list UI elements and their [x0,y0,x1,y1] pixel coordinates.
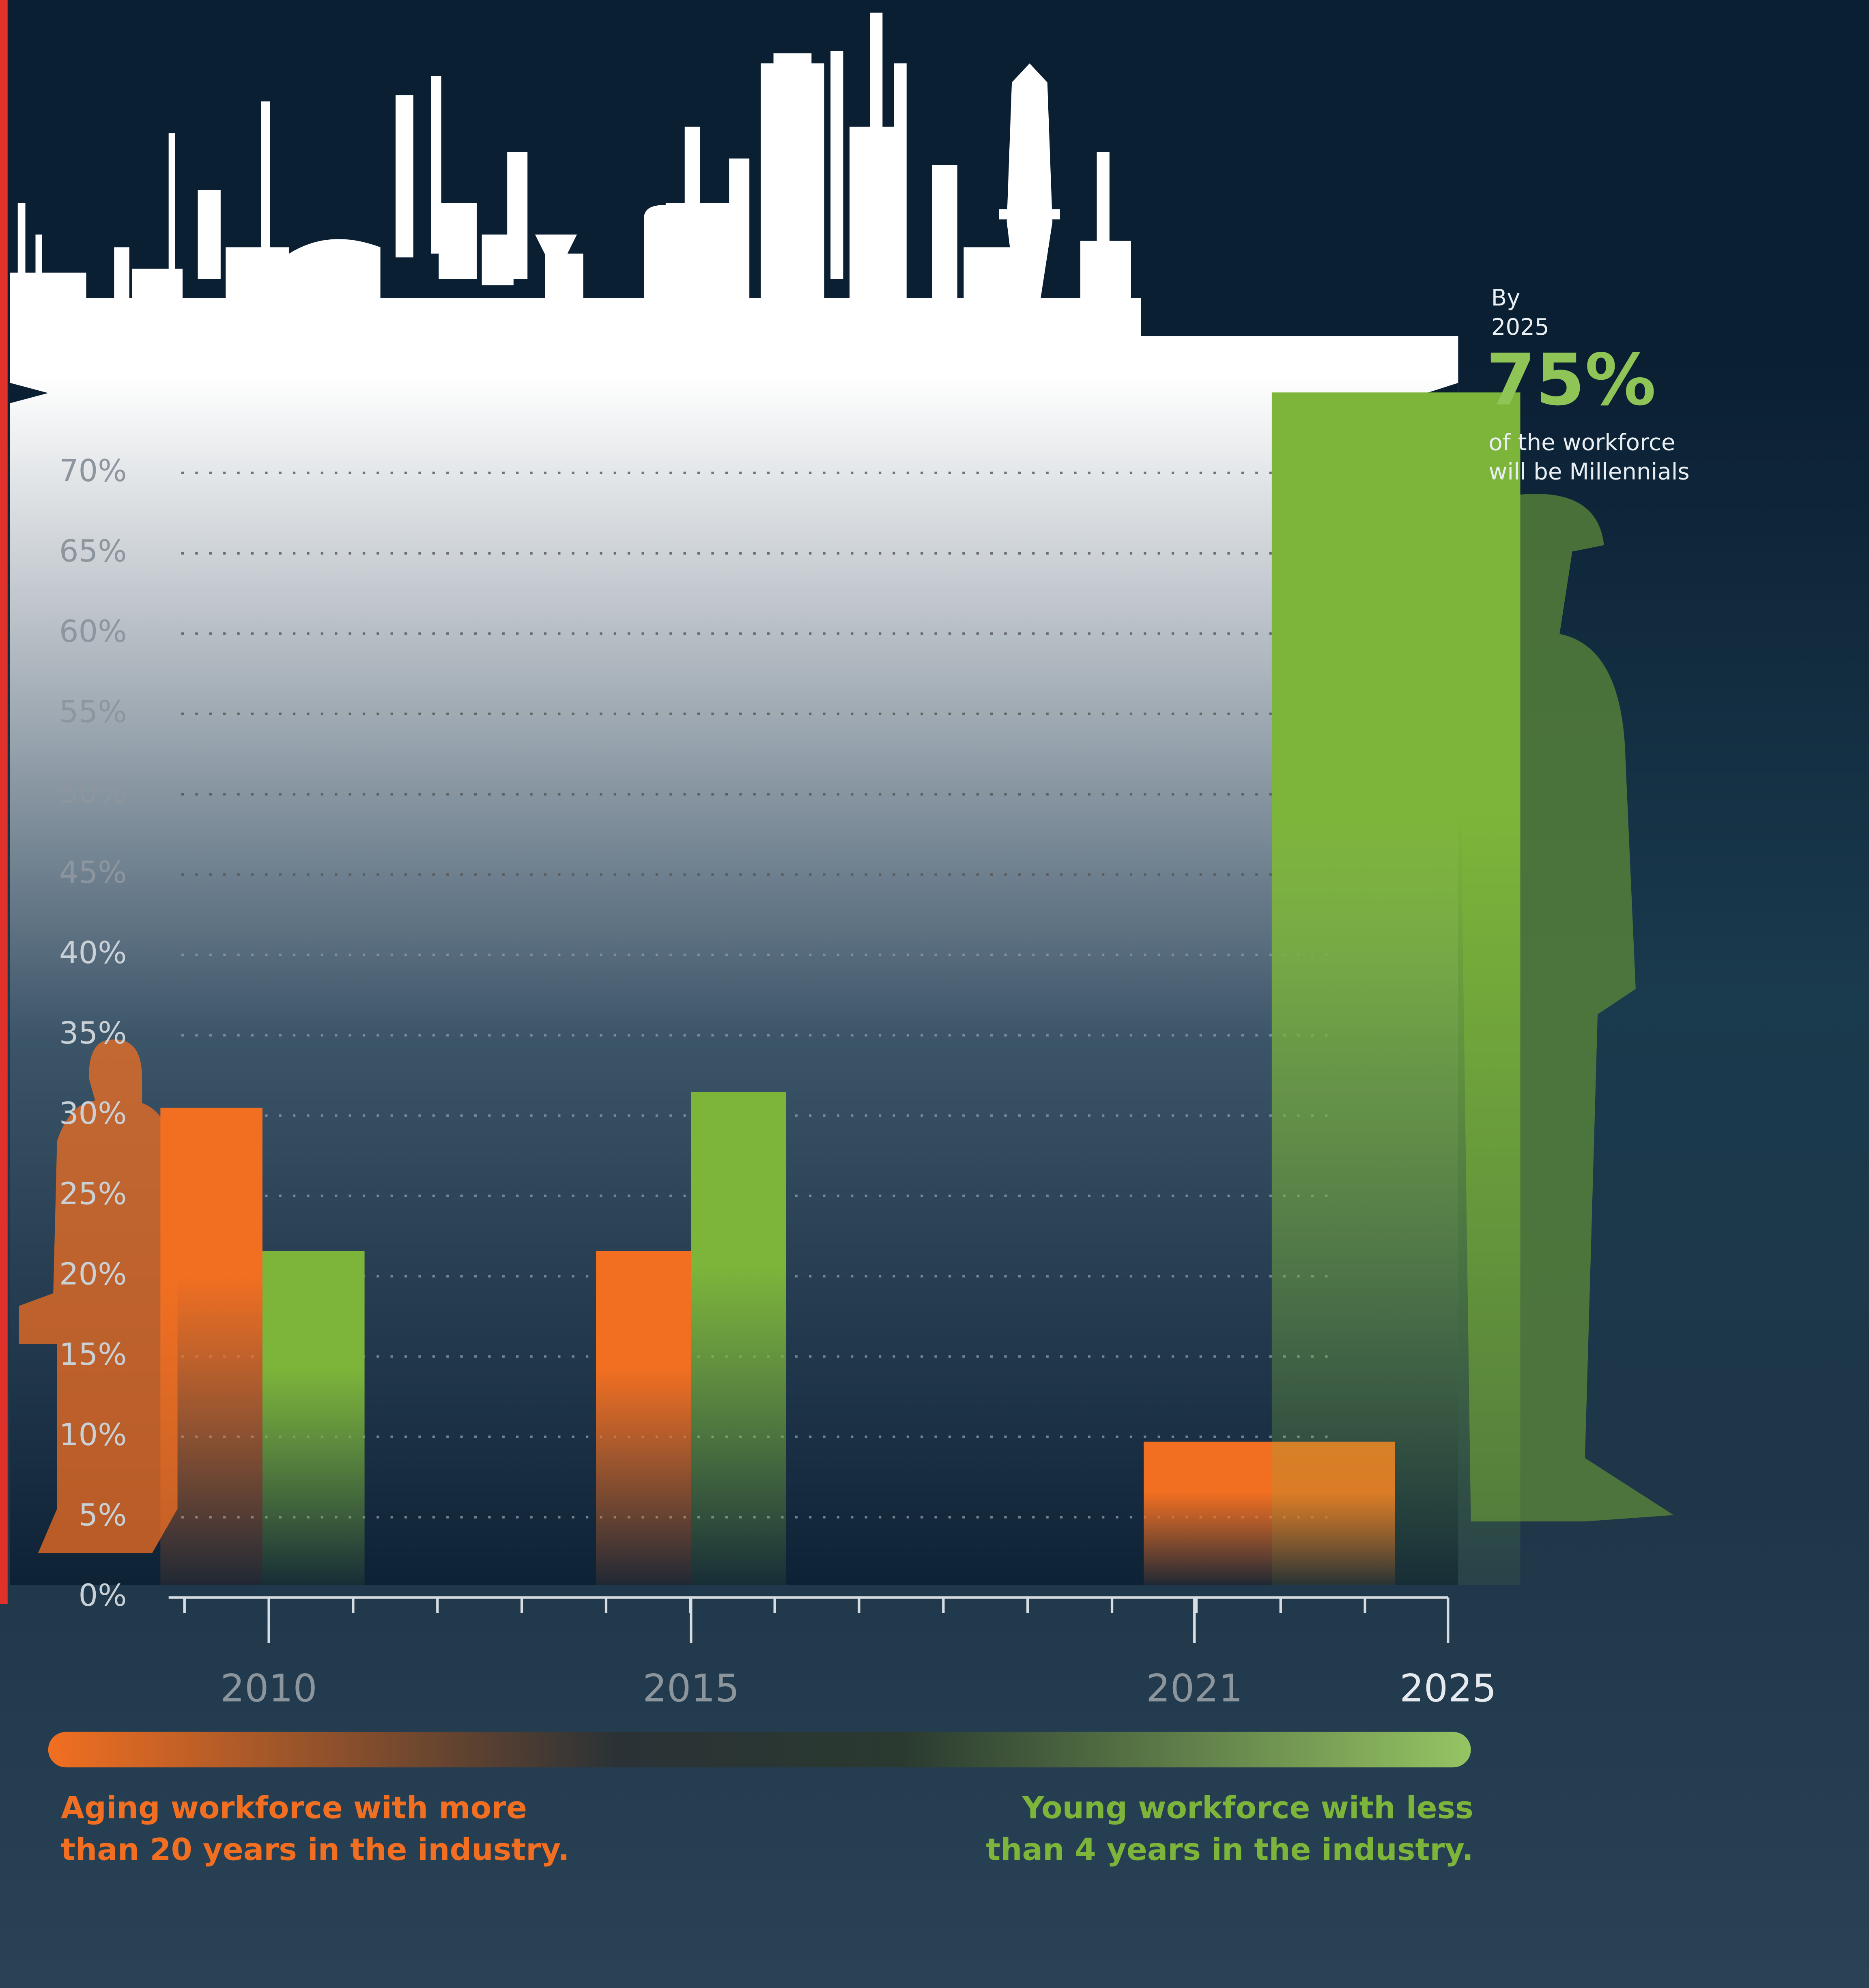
skyline [10,13,1458,378]
x-tick-label: 2021 [1146,1667,1243,1711]
y-tick-label: 10% [59,1417,127,1452]
legend-entry: Young workforce with less than 4 years i… [986,1790,1473,1868]
annotation-text: of the workforce will be Millennials [1488,430,1690,486]
y-tick-label: 35% [59,1015,127,1051]
accent-line [0,0,8,1604]
y-tick-label: 15% [59,1336,127,1372]
y-tick-label: 45% [59,854,127,890]
legend-bar [48,1732,1471,1768]
y-tick-label: 60% [59,613,127,649]
annotation-value: 75% [1486,340,1656,422]
bar [1271,392,1521,1585]
annotation-lead: By 2025 [1491,285,1549,341]
x-tick-label: 2015 [643,1667,740,1711]
y-tick-label: 0% [79,1577,127,1613]
bar [691,1092,786,1585]
bar [262,1251,365,1585]
marker [10,383,48,403]
legend-entry: Aging workforce with more than 20 years … [61,1790,570,1868]
y-tick-label: 70% [59,453,127,488]
y-tick-label: 20% [59,1256,127,1292]
y-tick-label: 5% [79,1497,127,1533]
y-tick-label: 65% [59,533,127,569]
y-tick-label: 25% [59,1176,127,1211]
y-tick-label: 40% [59,935,127,970]
x-tick-label: 2010 [220,1667,317,1711]
y-tick-label: 50% [59,774,127,810]
x-tick-label: 2025 [1400,1667,1497,1711]
bar [596,1251,691,1585]
y-tick-label: 55% [59,694,127,729]
y-tick-label: 30% [59,1095,127,1131]
bar [160,1108,262,1585]
